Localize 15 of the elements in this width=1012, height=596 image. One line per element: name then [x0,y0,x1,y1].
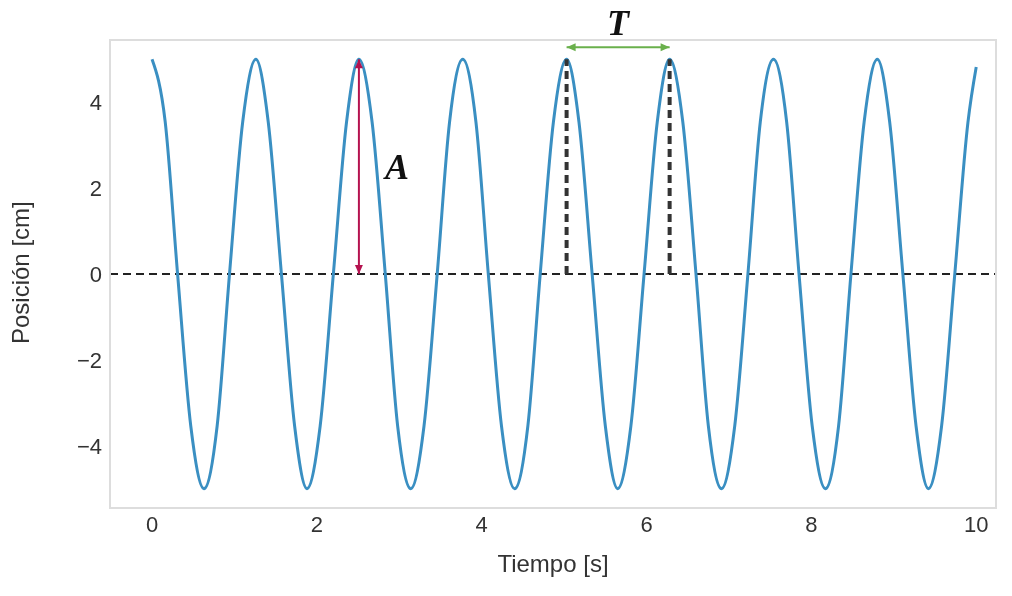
x-tick-label: 10 [963,511,989,537]
y-axis-title: Posición [cm] [6,201,34,344]
x-axis-title: Tiempo [s] [497,550,609,577]
y-tick-label: −4 [76,433,102,459]
annotation: T [607,3,632,44]
annotation: A [382,147,409,188]
x-tick-label: 0 [145,511,159,537]
y-tick-label: 0 [89,261,102,287]
y-tick-label: −2 [76,347,102,373]
y-tick-label: 4 [89,90,102,116]
x-tick-label: 4 [475,511,488,537]
x-tick-label: 8 [805,511,818,537]
x-tick-label: 2 [310,511,323,537]
y-tick-label: 2 [89,175,102,201]
x-tick-label: 6 [640,511,653,537]
